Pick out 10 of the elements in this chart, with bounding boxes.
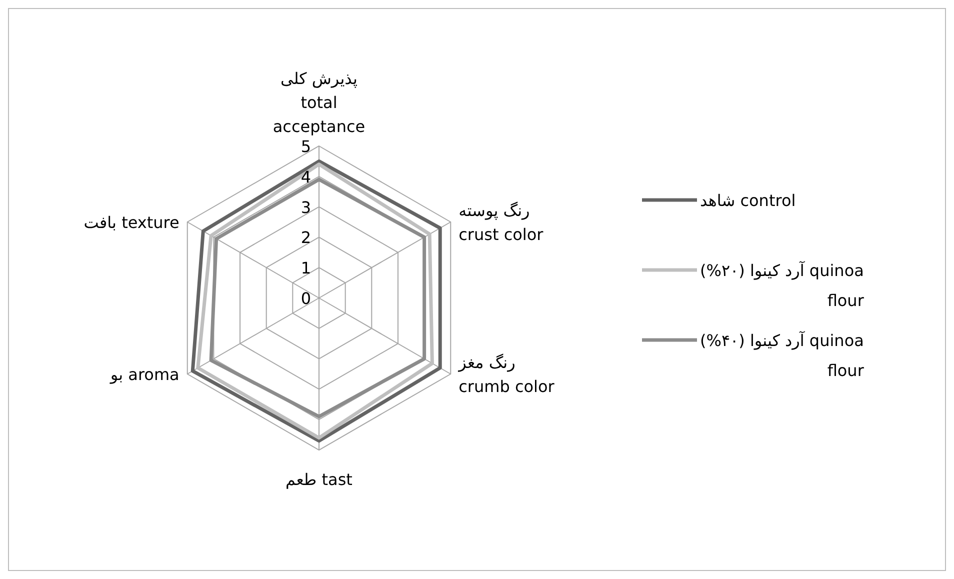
tick: 2	[300, 228, 311, 248]
tick: 3	[300, 198, 311, 217]
category: طعم tast	[286, 470, 352, 489]
tick: 5	[300, 137, 311, 156]
category: بو aroma	[110, 365, 180, 384]
legend-label: شاهد control	[700, 191, 796, 210]
category: بافت texture	[84, 213, 180, 232]
tick: 0	[300, 289, 311, 308]
tick: 4	[300, 167, 311, 186]
tick: 1	[300, 258, 311, 278]
